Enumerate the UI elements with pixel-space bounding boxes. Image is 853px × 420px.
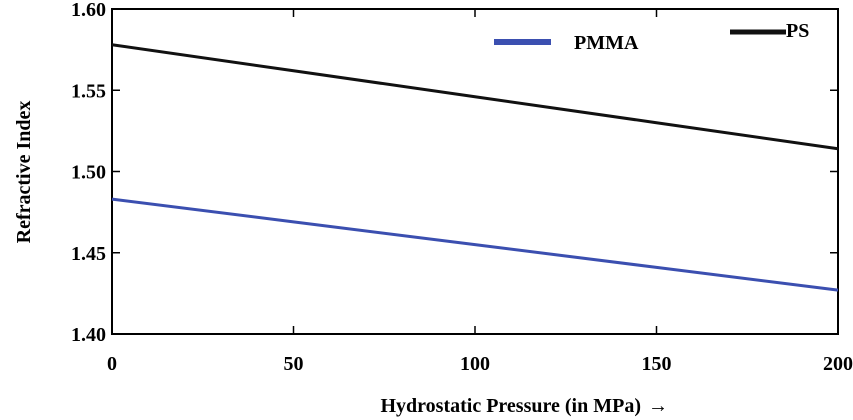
- legend-label-ps: PS: [786, 20, 809, 42]
- legend: PMMA PS: [494, 20, 809, 54]
- series-line-ps: [111, 43, 839, 151]
- x-axis-title-group: Hydrostatic Pressure (in MPa) →: [380, 395, 668, 417]
- series-line-pmma: [111, 197, 839, 292]
- x-tick-label: 0: [107, 353, 117, 375]
- y-tick-label: 1.45: [71, 243, 106, 265]
- x-axis-ticks: 0 50 100 150 200: [107, 9, 853, 375]
- y-tick-label: 1.60: [71, 0, 106, 21]
- plot-frame: [111, 8, 839, 335]
- x-tick-label: 200: [823, 353, 853, 375]
- x-tick-label: 100: [460, 353, 490, 375]
- x-axis-title: Hydrostatic Pressure (in MPa): [380, 395, 641, 417]
- y-tick-label: 1.55: [71, 80, 106, 102]
- y-tick-label: 1.50: [71, 162, 106, 184]
- x-tick-label: 150: [642, 353, 672, 375]
- x-tick-label: 50: [284, 353, 304, 375]
- y-axis-ticks: 1.40 1.45 1.50 1.55 1.60: [71, 0, 838, 346]
- y-tick-label: 1.40: [71, 324, 106, 346]
- legend-label-pmma: PMMA: [574, 32, 639, 54]
- x-axis-arrow: →: [648, 395, 668, 417]
- series-lines: [111, 43, 839, 292]
- y-axis-title: Refractive Index: [13, 101, 35, 244]
